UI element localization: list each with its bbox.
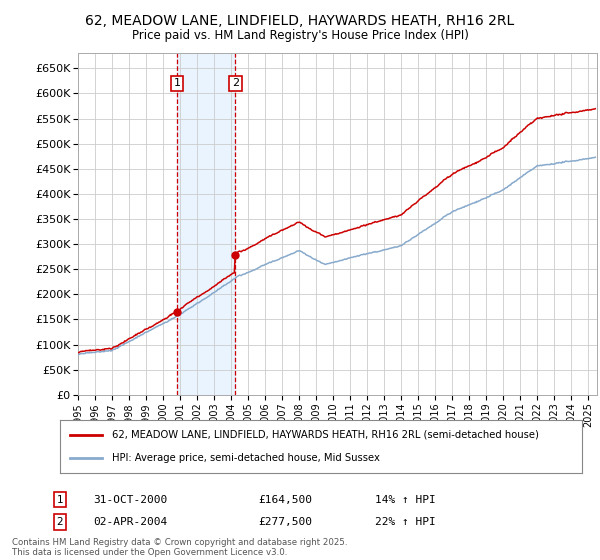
Text: 2: 2 [232,78,239,88]
Text: Price paid vs. HM Land Registry's House Price Index (HPI): Price paid vs. HM Land Registry's House … [131,29,469,42]
Text: 62, MEADOW LANE, LINDFIELD, HAYWARDS HEATH, RH16 2RL: 62, MEADOW LANE, LINDFIELD, HAYWARDS HEA… [85,14,515,28]
Text: 31-OCT-2000: 31-OCT-2000 [93,494,167,505]
Bar [177,53,235,395]
Text: £277,500: £277,500 [258,517,312,527]
Text: 14% ↑ HPI: 14% ↑ HPI [375,494,436,505]
Text: 22% ↑ HPI: 22% ↑ HPI [375,517,436,527]
Text: 02-APR-2004: 02-APR-2004 [93,517,167,527]
Text: £164,500: £164,500 [258,494,312,505]
Text: 1: 1 [56,494,64,505]
Text: Contains HM Land Registry data © Crown copyright and database right 2025.
This d: Contains HM Land Registry data © Crown c… [12,538,347,557]
Text: 62, MEADOW LANE, LINDFIELD, HAYWARDS HEATH, RH16 2RL (semi-detached house): 62, MEADOW LANE, LINDFIELD, HAYWARDS HEA… [112,430,539,440]
Text: HPI: Average price, semi-detached house, Mid Sussex: HPI: Average price, semi-detached house,… [112,453,380,463]
Text: 1: 1 [174,78,181,88]
Text: 2: 2 [56,517,64,527]
